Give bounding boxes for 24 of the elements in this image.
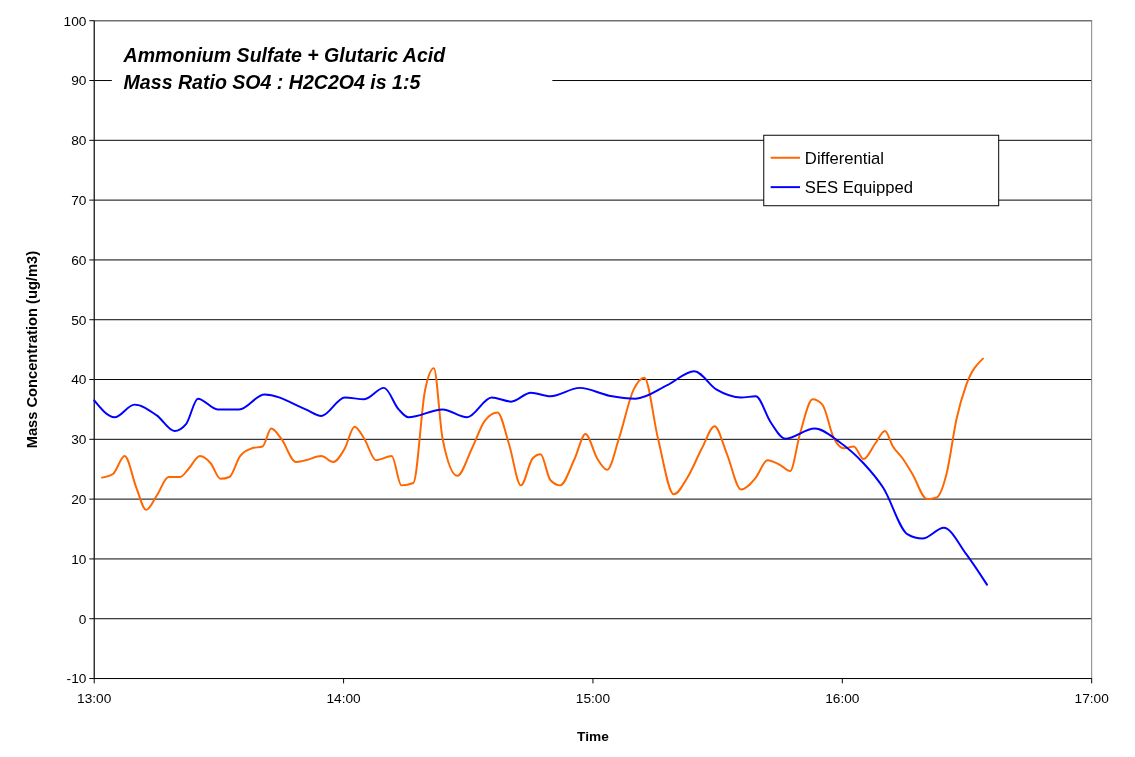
y-tick-label: 90 — [71, 73, 87, 89]
legend-label: Differential — [804, 148, 885, 168]
y-tick-label: 0 — [78, 611, 87, 627]
y-tick-label: 20 — [71, 491, 87, 507]
x-tick-label: 14:00 — [326, 690, 362, 706]
line-series — [93, 370, 988, 586]
y-tick-label: 10 — [71, 551, 87, 567]
y-tick-label: 30 — [71, 432, 87, 448]
x-axis-title: Time — [577, 729, 610, 745]
x-tick-label: 17:00 — [1074, 690, 1110, 706]
y-tick-label: 40 — [71, 372, 87, 388]
y-tick-label: -10 — [66, 671, 87, 687]
y-tick-label: 100 — [63, 13, 87, 29]
x-tick-label: 13:00 — [77, 690, 112, 706]
text: Ammonium Sulfate + Glutaric Acid Mass Ratio SO4 : H2C2O4 is 1:5 — [122, 43, 447, 94]
y-tick-label: 80 — [71, 133, 87, 149]
y-tick-label: 60 — [71, 252, 87, 268]
y-tick-label: 70 — [71, 192, 87, 208]
y-tick-label: 50 — [71, 312, 87, 328]
x-tick-label: 16:00 — [825, 690, 860, 706]
y-axis-title: Mass Concentration (ug/m3) — [24, 250, 41, 449]
legend-label: SES Equipped — [804, 177, 914, 197]
line-series — [100, 357, 984, 511]
x-tick-label: 15:00 — [575, 690, 611, 706]
